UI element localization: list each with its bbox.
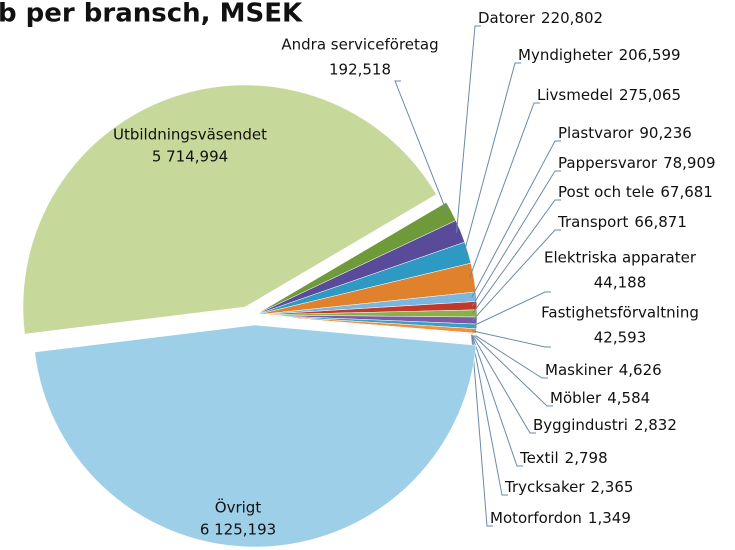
leader-line [471, 333, 553, 407]
leader-line [468, 102, 540, 279]
value-label: 4,626 [619, 361, 662, 379]
pie-slice [254, 314, 477, 336]
category-name: Trycksaker [504, 478, 585, 496]
value-label: 90,236 [639, 124, 692, 142]
value-label: 6 125,193 [200, 521, 276, 539]
slice-label: Livsmedel 275,065 [537, 86, 681, 104]
leader-line [471, 330, 551, 348]
slice-label: Maskiner 4,626 [545, 361, 662, 379]
slice-label: Transport 66,871 [557, 213, 687, 231]
category-name: Plastvaror [558, 124, 634, 142]
slice-label: Fastighetsförvaltning [541, 304, 699, 322]
leader-line [471, 332, 548, 379]
value-label: 1,349 [588, 509, 631, 527]
leader-line [471, 334, 493, 527]
category-name: Post och tele [558, 183, 654, 201]
category-name: Textil [519, 449, 559, 467]
slice-label: Elektriska apparater [544, 249, 697, 267]
slice-label: Andra serviceföretag [281, 36, 438, 54]
category-name: Datorer [478, 9, 536, 27]
leader-line [455, 25, 481, 233]
value-label: 42,593 [594, 329, 647, 347]
category-name: Maskiner [545, 361, 614, 379]
leader-line [471, 140, 561, 298]
slice-label: Myndigheter 206,599 [518, 46, 681, 64]
leader-line [472, 229, 561, 321]
slice-label: Datorer 220,802 [478, 9, 603, 27]
value-label: 67,681 [660, 183, 713, 201]
pie-slice [22, 84, 437, 335]
category-name: Möbler [550, 389, 602, 407]
category-name: Livsmedel [537, 86, 613, 104]
value-label: 192,518 [329, 61, 391, 79]
slice-label: Plastvaror 90,236 [558, 124, 692, 142]
leader-line [471, 170, 561, 307]
category-name: Myndigheter [518, 46, 613, 64]
leader-line [472, 199, 561, 314]
value-label: 275,065 [619, 86, 681, 104]
slice-label: Textil 2,798 [519, 449, 608, 467]
value-label: 4,584 [607, 389, 650, 407]
chart-title: b per bransch, MSEK [0, 0, 303, 29]
value-label: 2,798 [565, 449, 608, 467]
slice-label: Möbler 4,584 [550, 389, 650, 407]
leader-line [394, 80, 448, 214]
slice-label: Pappersvaror 78,909 [558, 154, 716, 172]
leader-line [472, 291, 551, 327]
value-label: 206,599 [619, 46, 681, 64]
value-label: 2,365 [591, 478, 634, 496]
slice-label: Motorfordon 1,349 [490, 509, 631, 527]
category-name: Transport [557, 213, 629, 231]
leader-line [471, 334, 523, 467]
value-label: 44,188 [594, 274, 647, 292]
category-name: Byggindustri [533, 416, 628, 434]
leader-line [471, 333, 536, 434]
value-label: 66,871 [634, 213, 687, 231]
value-label: 78,909 [663, 154, 716, 172]
value-label: 2,832 [634, 416, 677, 434]
category-name: Motorfordon [490, 509, 582, 527]
leader-line [463, 62, 521, 254]
value-label: 5 714,994 [152, 148, 228, 166]
value-label: 220,802 [541, 9, 603, 27]
slice-label: Post och tele 67,681 [558, 183, 713, 201]
category-name: Pappersvaror [558, 154, 658, 172]
slice-label: Byggindustri 2,832 [533, 416, 677, 434]
slice-label: Trycksaker 2,365 [504, 478, 633, 496]
leader-line [471, 334, 508, 496]
pie-slice [34, 324, 477, 548]
slice-label: Utbildningsväsendet [113, 126, 267, 144]
slice-label: Övrigt [215, 498, 262, 517]
